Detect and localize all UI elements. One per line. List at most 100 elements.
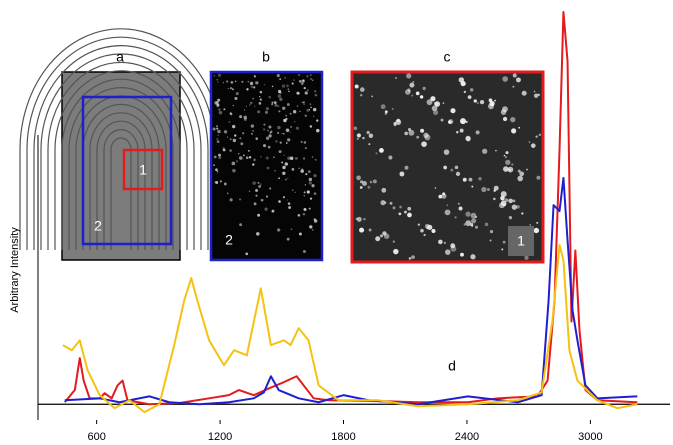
speck [487,188,490,191]
speck [216,140,220,143]
speck [521,90,527,96]
speck [253,86,256,89]
speck [294,191,296,194]
ridge [33,45,209,250]
speck [314,90,317,93]
speck [389,201,393,205]
speck [243,109,246,111]
speck [293,120,296,123]
speck [363,217,366,221]
speck [412,80,415,83]
speck [502,76,509,82]
speck [265,156,269,160]
speck [411,94,414,97]
speck [291,168,295,171]
speck [253,105,256,108]
speck [226,80,229,83]
speck [282,171,286,175]
speck [222,81,225,84]
speck [503,154,506,157]
speck [448,119,454,125]
speck [241,80,244,83]
speck [398,212,402,216]
speck [213,75,216,77]
speck [433,110,439,116]
speck [500,200,507,207]
speck [298,80,302,83]
speck [356,133,361,138]
speck [314,93,318,97]
speck [274,170,276,172]
speck [217,81,219,83]
speck [501,248,504,251]
speck [487,103,494,110]
ridge [103,129,139,250]
speck [234,80,237,83]
speck [216,125,218,128]
x-tick-label: 3000 [578,431,602,443]
speck [265,107,270,111]
speck [279,141,282,144]
ridge [61,78,181,250]
speck [309,125,313,128]
speck [375,152,378,155]
speck [278,177,280,180]
speck [473,99,477,103]
speck [252,97,255,100]
speck [297,73,301,77]
speck [282,196,286,199]
speck [271,85,274,88]
speck [423,233,426,237]
speck [463,90,467,94]
speck [235,92,239,96]
speck [426,99,433,106]
speck [443,241,446,244]
speck [215,168,218,172]
speck [450,245,457,252]
speck [283,154,285,156]
speck [500,191,507,198]
speck [300,140,303,144]
speck [504,156,508,159]
speck [454,216,457,219]
inset-c [350,70,545,264]
x-tick-label: 2400 [455,431,479,443]
region-1 [122,148,164,191]
speck [314,158,317,161]
speck [313,218,316,221]
speck [407,212,412,218]
speck [252,129,255,132]
speck [298,232,302,236]
speck [512,73,517,78]
speck [259,95,261,98]
speck [227,87,229,90]
speck [310,106,313,109]
speck [481,186,487,193]
speck [521,212,524,215]
speck [216,171,219,173]
speck [309,225,313,229]
speck [495,149,497,152]
speck [503,166,509,172]
speck [290,125,293,129]
speck [415,91,420,96]
speck [239,156,243,160]
speck [274,103,278,107]
ridge [26,36,216,250]
speck [240,142,244,146]
speck [245,156,249,160]
speck [283,118,287,123]
speck [255,137,259,140]
speck [265,195,269,198]
speck [354,84,359,89]
speck [245,252,249,256]
speck [424,224,430,229]
speck [216,103,220,107]
speck [442,102,445,104]
speck [282,165,286,170]
speck [232,168,236,173]
speck [516,205,520,209]
speck [288,206,292,209]
speck [538,133,542,137]
speck [231,161,236,166]
